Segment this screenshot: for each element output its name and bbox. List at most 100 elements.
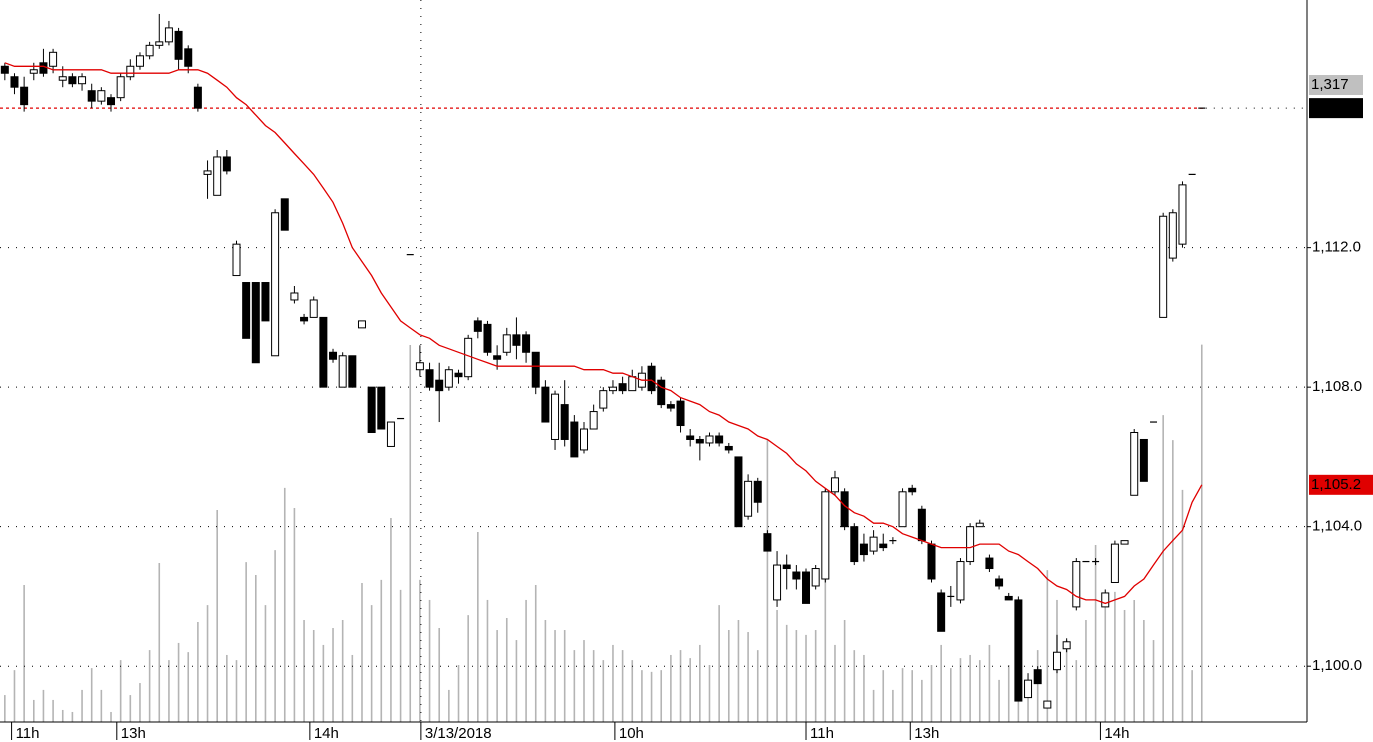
candle-body [570, 421, 579, 458]
candle-body [773, 564, 782, 601]
candle-body [87, 90, 96, 102]
candle-body [927, 543, 936, 580]
candle-body [1159, 215, 1168, 318]
candle-body [29, 69, 38, 74]
candle-body [97, 90, 106, 102]
candle-body [966, 526, 975, 563]
candle-body [599, 390, 608, 409]
candle-body [10, 76, 19, 88]
candle-body [222, 156, 231, 172]
candle-body [560, 404, 569, 440]
candle-body [435, 379, 444, 392]
candle-body [1072, 561, 1081, 608]
candle-body [493, 355, 502, 360]
candle-body [164, 27, 173, 43]
candle-body [628, 376, 637, 392]
x-tick-label: 13h [914, 725, 939, 742]
candle-body [859, 543, 868, 556]
volume-label-box [1309, 75, 1363, 95]
candle-body [242, 282, 251, 339]
candle-body [348, 355, 357, 388]
candle-body [908, 487, 917, 493]
candle-body [473, 320, 482, 332]
candle-body [753, 480, 762, 503]
candle-body [1139, 438, 1148, 482]
candle-body [531, 351, 540, 388]
candle-body [290, 292, 299, 301]
candle-body [213, 156, 222, 196]
ma-label: 1,105.2 [1311, 476, 1361, 493]
candle-body [1130, 432, 1139, 496]
candle-body [522, 334, 531, 353]
candle-body [271, 212, 280, 357]
candle-body [840, 491, 849, 528]
candle-body [666, 404, 675, 409]
candle-body [589, 411, 598, 430]
x-tick-label: 11h [16, 725, 40, 742]
candle-body [1101, 592, 1110, 608]
candle-body [415, 362, 424, 371]
candle-body [1014, 599, 1023, 702]
candle-body [483, 323, 492, 353]
candle-body [802, 571, 811, 604]
candle-body [145, 44, 154, 57]
candle-body [715, 435, 724, 444]
volume-label: 1,317 [1311, 76, 1349, 93]
candle-body [830, 477, 839, 493]
candle-body [58, 76, 67, 81]
candle-body [261, 282, 270, 322]
candle-body [232, 243, 241, 277]
reference-label-box [1309, 98, 1363, 119]
x-tick-label: 10h [619, 725, 644, 742]
candle-body [811, 568, 820, 587]
candle-body [203, 170, 212, 175]
candle-body [425, 369, 434, 388]
candle-body [49, 51, 58, 67]
x-tick-label: 3/13/2018 [425, 725, 492, 742]
candle-body [541, 386, 550, 423]
candle-body [782, 564, 791, 570]
candle-body [975, 522, 984, 528]
candle-body [676, 400, 685, 427]
candle-body [367, 386, 376, 434]
candle-body [116, 76, 125, 99]
x-tick-label: 11h [810, 725, 834, 742]
candle-body [107, 97, 116, 106]
candle-body [1004, 595, 1013, 601]
moving-average [4, 62, 1203, 605]
candle-body [329, 351, 338, 360]
y-tick-label: 1,108.0 [1312, 378, 1362, 395]
candle-body [657, 379, 666, 406]
candle-body [869, 536, 878, 552]
candle-body [734, 456, 743, 528]
candle-body [695, 438, 704, 444]
candle-body [444, 369, 453, 388]
candle-body [193, 86, 202, 109]
candle-body [174, 30, 183, 60]
candle-body [309, 299, 318, 318]
x-tick-label: 13h [121, 725, 146, 742]
candle-body [338, 355, 347, 388]
candle-body [377, 386, 386, 430]
candle-body [300, 316, 309, 322]
candle-body [763, 533, 772, 552]
candle-body [39, 62, 48, 74]
candle-body [1178, 184, 1187, 245]
candle-body [879, 543, 888, 549]
y-tick-label: 1,112.0 [1312, 239, 1361, 256]
y-tick-label: 1,104.0 [1312, 518, 1362, 535]
candle-body [705, 435, 714, 444]
candle-body [1052, 651, 1061, 671]
candle-body [126, 65, 135, 78]
candle-body [792, 571, 801, 580]
candle-body [1168, 212, 1177, 259]
candle-body [78, 76, 87, 85]
candle-body [724, 445, 733, 451]
candle-body [917, 508, 926, 542]
candle-body [20, 86, 29, 106]
candle-body [1062, 641, 1071, 650]
candle-body [251, 282, 260, 364]
candle-body [618, 383, 627, 392]
